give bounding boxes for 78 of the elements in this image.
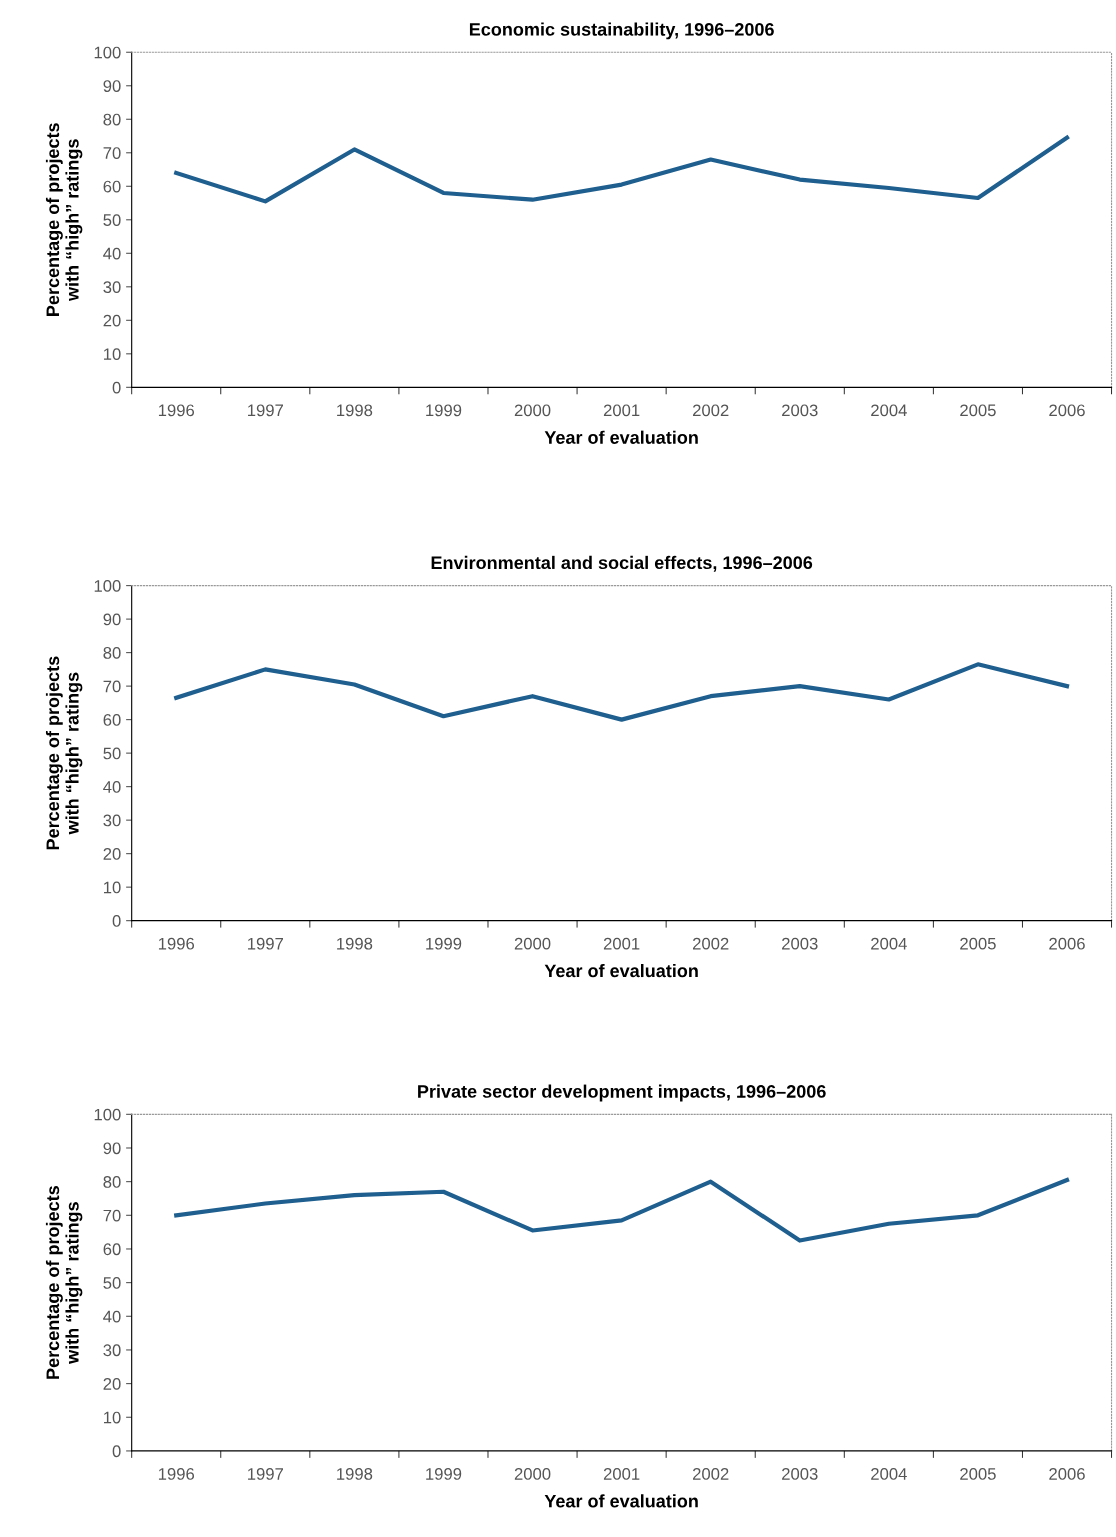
x-tick-label: 1998	[337, 404, 373, 417]
y-tick-label: 80	[103, 647, 121, 659]
y-tick-label: 80	[103, 113, 121, 126]
chart-title: Economic sustainability, 1996–2006	[469, 22, 774, 40]
y-tick-label: 10	[104, 348, 121, 361]
y-tick-label: 40	[103, 1310, 121, 1323]
y-tick-label: 50	[103, 1277, 121, 1289]
x-tick-label: 1998	[337, 937, 373, 950]
x-axis-title: Year of evaluation	[544, 963, 698, 978]
x-axis-title: Year of evaluation	[544, 1494, 698, 1508]
x-tick-label: 2000	[514, 1468, 551, 1480]
x-tick-label: 2004	[871, 937, 907, 950]
x-tick-label: 2001	[603, 1468, 640, 1480]
x-tick-label: 1999	[426, 404, 462, 417]
y-tick-label: 30	[103, 814, 121, 827]
chart-title: Environmental and social effects, 1996–2006	[431, 555, 813, 572]
y-tick-label: 0	[112, 1445, 121, 1458]
y-tick-label: 80	[103, 1176, 121, 1188]
y-tick-label: 40	[103, 781, 121, 793]
x-tick-label: 1996	[158, 404, 195, 417]
x-tick-label: 2001	[603, 937, 640, 950]
y-tick-label: 10	[104, 1411, 121, 1424]
y-tick-label: 100	[94, 46, 121, 59]
x-tick-label: 2005	[960, 404, 996, 417]
x-tick-label: 1997	[248, 404, 284, 417]
x-tick-label: 2004	[871, 1468, 907, 1480]
x-tick-label: 1997	[248, 1468, 284, 1480]
y-tick-label: 70	[103, 680, 121, 693]
line-series	[174, 1177, 1070, 1243]
y-tick-label: 70	[103, 147, 121, 159]
y-tick-label: 0	[112, 381, 121, 394]
x-tick-label: 2003	[782, 1468, 818, 1480]
y-tick-label: 50	[103, 747, 121, 760]
x-tick-label: 2003	[782, 937, 818, 950]
y-axis-title: Percentage of projects with “high” ratings	[45, 1186, 83, 1379]
y-tick-label: 60	[103, 180, 121, 193]
y-tick-label: 100	[94, 580, 121, 592]
x-tick-label: 2002	[692, 404, 729, 417]
y-tick-label: 30	[103, 1344, 121, 1357]
x-tick-label: 2002	[692, 937, 729, 950]
x-tick-label: 1997	[248, 937, 284, 950]
x-tick-label: 2004	[871, 404, 907, 417]
y-tick-label: 0	[112, 915, 121, 927]
line-series	[174, 662, 1070, 722]
x-tick-label: 2000	[514, 404, 551, 417]
y-tick-label: 90	[103, 613, 121, 626]
chart-title: Private sector development impacts, 1996–2006	[418, 1084, 826, 1102]
x-tick-label: 2001	[603, 404, 640, 417]
y-tick-label: 40	[103, 247, 121, 260]
x-axis-title: Year of evaluation	[544, 430, 698, 444]
y-tick-label: 100	[94, 1108, 121, 1121]
x-tick-label: 2005	[960, 937, 996, 950]
y-tick-label: 90	[103, 1142, 121, 1155]
y-tick-label: 20	[103, 848, 121, 860]
y-axis-title: Percentage of projects with “high” ratings	[45, 123, 83, 316]
y-tick-label: 10	[104, 881, 121, 894]
x-tick-label: 1996	[158, 1468, 195, 1480]
x-tick-label: 1999	[426, 937, 462, 950]
x-tick-label: 2006	[1049, 404, 1085, 417]
y-tick-label: 90	[103, 80, 121, 92]
y-tick-label: 30	[103, 281, 121, 294]
x-tick-label: 2002	[692, 1468, 729, 1480]
y-tick-label: 70	[103, 1209, 121, 1222]
line-series	[174, 135, 1070, 204]
x-tick-label: 1999	[426, 1468, 462, 1480]
x-tick-label: 2000	[514, 937, 551, 950]
x-tick-label: 1996	[158, 937, 195, 950]
y-tick-label: 50	[103, 214, 121, 226]
x-tick-label: 2006	[1049, 937, 1085, 950]
x-tick-label: 2005	[960, 1468, 996, 1480]
x-tick-label: 1998	[337, 1468, 373, 1480]
y-tick-label: 60	[103, 714, 121, 726]
y-tick-label: 20	[103, 314, 121, 327]
y-tick-label: 60	[103, 1243, 121, 1256]
y-axis-title: Percentage of projects with “high” ratings	[45, 656, 83, 850]
x-tick-label: 2006	[1049, 1468, 1085, 1480]
y-tick-label: 20	[103, 1378, 121, 1390]
x-tick-label: 2003	[782, 404, 818, 417]
